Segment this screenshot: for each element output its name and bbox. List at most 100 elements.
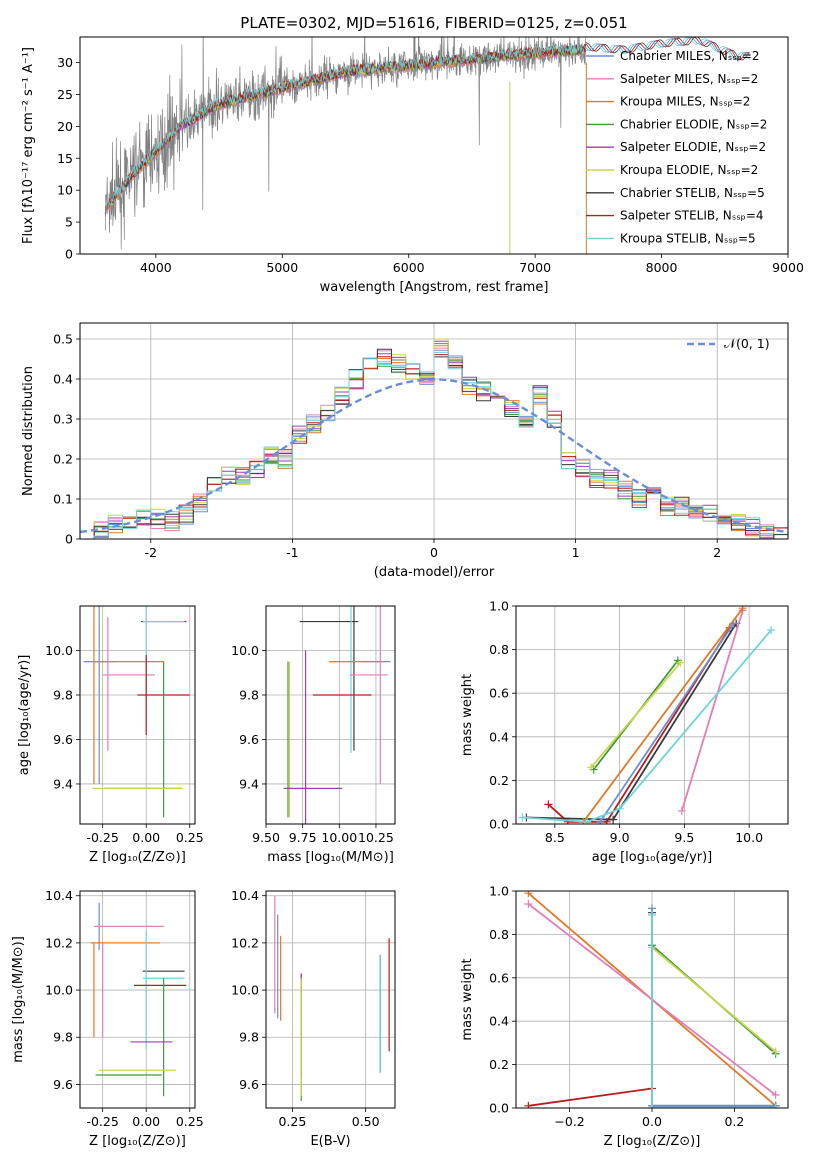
y-tick-label: 9.6 [53,1077,73,1092]
y-axis-label: Flux [fλ10⁻¹⁷ erg cm⁻² s⁻¹ A⁻¹] [21,47,36,244]
y-tick-label: 0.8 [489,642,509,657]
y-tick-label: 1.0 [489,599,509,614]
y-tick-label: 0.0 [489,817,509,832]
weight-marker [544,800,553,809]
y-tick-label: 10.0 [231,983,259,998]
y-tick-label: 20 [57,119,73,134]
y-tick-label: 0.3 [53,412,73,427]
panel-2: -0.25 0.00 0.25 9.4 9.6 9.8 10.0 Z [log₁₀(Z/Z⊙)… [17,605,204,865]
x-tick-label: -0.25 [86,830,118,845]
x-axis-label: wavelength [Angstrom, rest frame] [320,280,549,295]
legend-entry: Chabrier ELODIE, Nₛₛₚ=2 [620,117,767,131]
y-tick-label: 0.4 [53,372,73,387]
weight-marker [524,891,533,898]
y-tick-label: 1.0 [489,884,509,899]
legend-entry: Kroupa STELIB, Nₛₛₚ=5 [620,231,756,245]
x-tick-label: 1 [572,545,580,560]
x-axis-label: E(B-V) [310,1134,350,1149]
y-tick-label: 0.4 [489,729,509,744]
y-tick-label: 10.0 [45,643,73,658]
plot-area-3 [266,606,395,824]
y-tick-label: 0.6 [489,686,509,701]
histogram-8 [80,351,788,539]
plot-area-0 [104,37,750,254]
y-tick-label: 0.6 [489,970,509,985]
y-axis-label: mass [log₁₀(M/M⊙)] [11,936,26,1063]
weight-marker [518,813,527,822]
weight-marker [677,806,686,815]
axes-frame [265,605,396,825]
y-tick-label: 0.2 [489,773,509,788]
x-tick-label: 7000 [519,260,551,275]
y-tick-label: 9.6 [53,732,73,747]
x-axis-label: mass [log₁₀(M/M⊙)] [267,850,394,865]
x-tick-label: 5000 [266,260,298,275]
y-tick-label: 0 [65,532,73,547]
weight-line [599,622,735,823]
weight-marker [524,900,533,909]
y-tick-label: 9.6 [239,732,259,747]
panel-5: -0.25 0.00 0.25 9.6 9.8 10.0 10.2 10.4 Z [log₁₀(… [11,888,204,1149]
y-tick-label: 10.4 [45,888,73,903]
axes-frame [79,36,789,255]
x-axis-label: Z [log₁₀(Z/Z⊙)] [604,1134,701,1149]
axes-frame [265,890,396,1109]
plot-area-5 [80,891,195,1108]
x-tick-label: 10.0 [735,830,763,845]
x-tick-label: 4000 [140,260,172,275]
x-tick-label: 2 [713,545,721,560]
y-tick-label: 0.2 [489,1057,509,1072]
weight-line [522,629,772,823]
x-tick-label: 0.00 [132,1114,160,1129]
x-tick-label: 0.25 [278,1114,306,1129]
weight-line [528,1087,653,1107]
x-tick-label: 9000 [772,260,804,275]
y-tick-label: 25 [57,87,73,102]
x-tick-label: -1 [286,545,298,560]
model-red-1 [585,37,750,61]
weight-line [651,946,777,1053]
y-tick-label: 10.0 [231,643,259,658]
panel-0: 4000 5000 6000 7000 8000 9000 0 5 10 15 20 25 30 wave… [21,36,804,295]
y-tick-label: 10.2 [231,935,259,950]
axes-frame [515,890,789,1109]
panel-3: 9.50 9.75 10.00 10.25 9.4 9.6 9.8 10.0 mass [log… [231,605,396,865]
x-tick-label: 8000 [646,260,678,275]
weight-marker [771,1104,780,1108]
x-tick-label: 0.25 [176,1114,204,1129]
x-axis-label: (data-model)/error [374,565,495,580]
model-red-3 [585,37,750,60]
legend-entry: Chabrier STELIB, Nₛₛₚ=5 [620,186,765,200]
y-axis-label: mass weight [460,958,475,1040]
weight-marker [767,625,776,634]
y-tick-label: 0 [65,247,73,262]
y-tick-label: 9.8 [239,687,259,702]
y-tick-label: 0.0 [489,1101,509,1116]
panel-4: 8.5 9.0 9.5 10.0 0.0 0.2 0.4 0.6 0.8 1.0 age [log₁… [460,599,789,865]
y-tick-label: 30 [57,55,73,70]
y-tick-label: 9.4 [53,776,73,791]
x-tick-label: 9.5 [674,830,694,845]
x-tick-label: 0.2 [724,1114,744,1129]
x-tick-label: 10.25 [358,830,394,845]
x-axis-label: age [log₁₀(age/yr)] [592,850,713,865]
model-red-2 [585,37,750,60]
x-tick-label: 10.00 [321,830,357,845]
weight-line [651,912,776,1107]
y-tick-label: 0.5 [53,332,73,347]
y-tick-label: 9.6 [239,1077,259,1092]
x-tick-label: 9.75 [289,830,317,845]
y-tick-label: 15 [57,151,73,166]
y-axis-label: Normed distribution [21,366,36,496]
legend-entry: Salpeter STELIB, Nₛₛₚ=4 [620,209,764,223]
weight-line [582,607,744,823]
legend-entry: Kroupa MILES, Nₛₛₚ=2 [620,95,750,109]
weight-marker [676,658,685,667]
y-tick-label: 10.4 [231,888,259,903]
legend-normal-label: 𝒩(0, 1) [724,336,770,351]
x-axis-label: Z [log₁₀(Z/Z⊙)] [89,850,186,865]
weight-marker [587,763,596,772]
x-tick-label: 8.5 [545,830,565,845]
plot-area-4 [516,606,788,824]
